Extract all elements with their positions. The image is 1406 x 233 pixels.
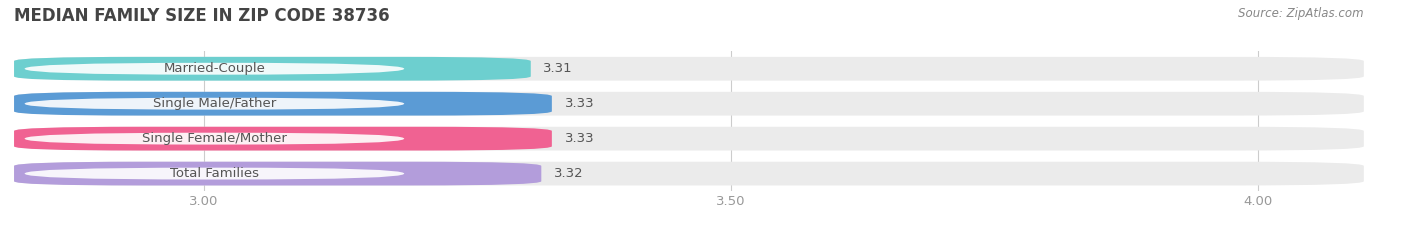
FancyBboxPatch shape: [25, 133, 405, 144]
Text: Married-Couple: Married-Couple: [163, 62, 266, 75]
FancyBboxPatch shape: [14, 57, 1364, 81]
FancyBboxPatch shape: [14, 92, 553, 116]
FancyBboxPatch shape: [25, 98, 405, 110]
Text: Single Male/Father: Single Male/Father: [153, 97, 276, 110]
FancyBboxPatch shape: [25, 168, 405, 179]
FancyBboxPatch shape: [14, 127, 1364, 151]
FancyBboxPatch shape: [14, 162, 1364, 185]
Text: MEDIAN FAMILY SIZE IN ZIP CODE 38736: MEDIAN FAMILY SIZE IN ZIP CODE 38736: [14, 7, 389, 25]
FancyBboxPatch shape: [14, 127, 553, 151]
FancyBboxPatch shape: [25, 63, 405, 75]
Text: 3.33: 3.33: [565, 132, 595, 145]
Text: Single Female/Mother: Single Female/Mother: [142, 132, 287, 145]
Text: Total Families: Total Families: [170, 167, 259, 180]
Text: 3.31: 3.31: [544, 62, 574, 75]
FancyBboxPatch shape: [14, 162, 541, 185]
Text: 3.33: 3.33: [565, 97, 595, 110]
FancyBboxPatch shape: [14, 57, 531, 81]
Text: Source: ZipAtlas.com: Source: ZipAtlas.com: [1239, 7, 1364, 20]
Text: 3.32: 3.32: [554, 167, 583, 180]
FancyBboxPatch shape: [14, 92, 1364, 116]
